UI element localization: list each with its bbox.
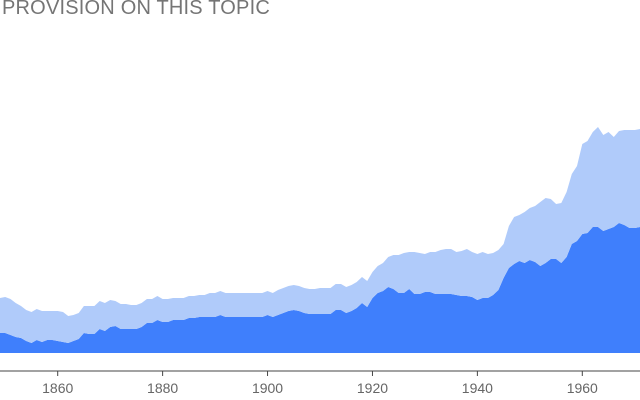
area-series-1	[0, 223, 640, 353]
x-tick-label: 1920	[357, 380, 388, 396]
x-tick-label: 1900	[252, 380, 283, 396]
area-series-2	[0, 127, 640, 343]
area-series-group	[0, 127, 640, 353]
x-tick-label: 1960	[567, 380, 598, 396]
x-tick-label: 1940	[462, 380, 493, 396]
chart-title: PROVISION ON THIS TOPIC	[2, 0, 270, 19]
x-tick-label: 1880	[147, 380, 178, 396]
x-tick-label: 1860	[42, 380, 73, 396]
x-axis: 1860 1880 1900 1920 1940 1960	[0, 370, 640, 396]
